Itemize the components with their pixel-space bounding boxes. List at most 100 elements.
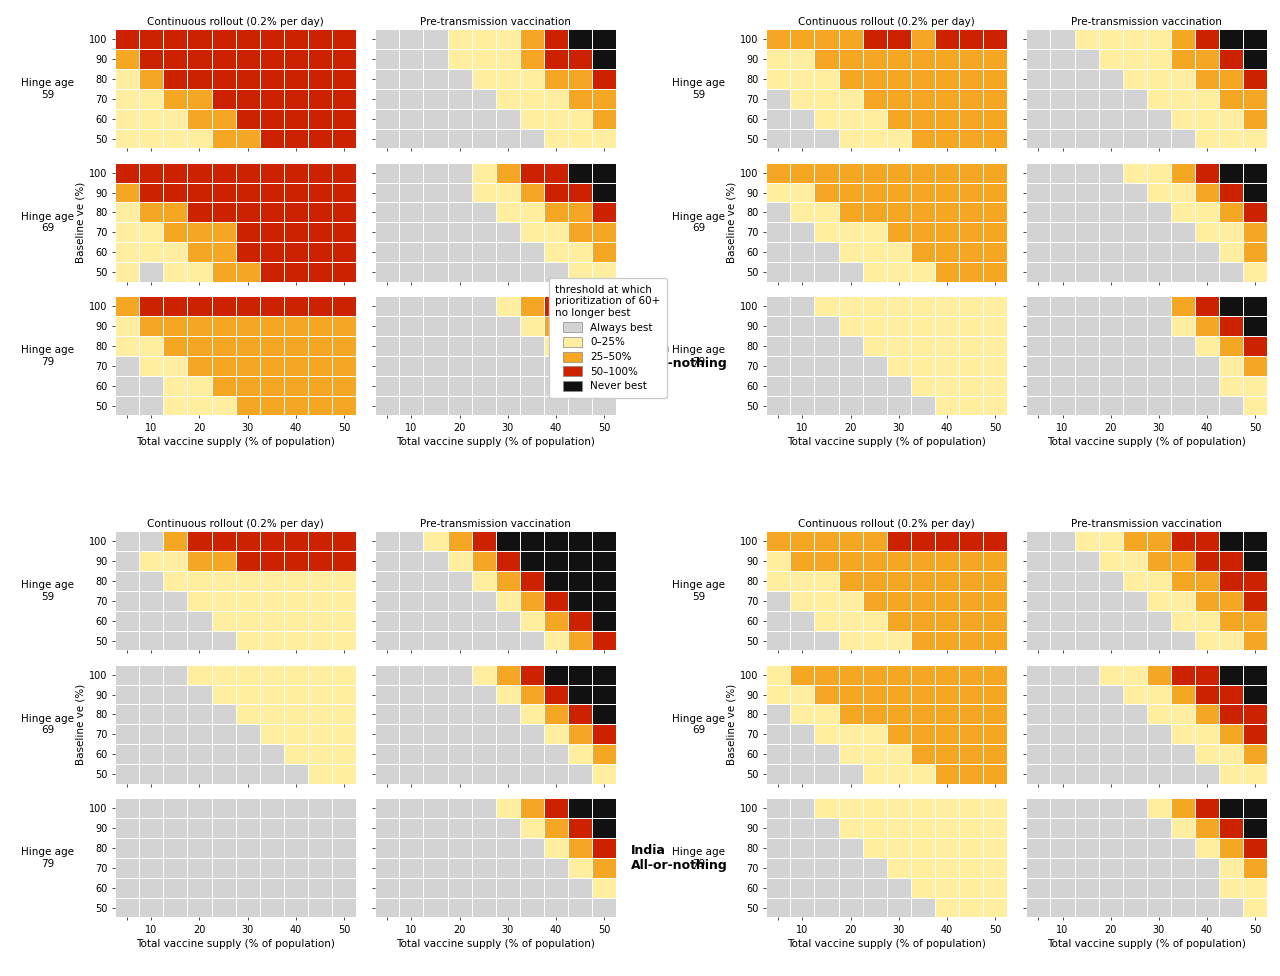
- FancyBboxPatch shape: [495, 183, 520, 202]
- FancyBboxPatch shape: [1243, 611, 1267, 630]
- FancyBboxPatch shape: [1196, 242, 1219, 263]
- FancyBboxPatch shape: [236, 336, 260, 356]
- FancyBboxPatch shape: [887, 705, 911, 724]
- FancyBboxPatch shape: [1147, 356, 1171, 376]
- FancyBboxPatch shape: [544, 630, 568, 650]
- FancyBboxPatch shape: [1219, 684, 1243, 705]
- Y-axis label: Baseline ve (%): Baseline ve (%): [76, 684, 84, 765]
- FancyBboxPatch shape: [1051, 764, 1074, 784]
- FancyBboxPatch shape: [308, 108, 332, 129]
- FancyBboxPatch shape: [959, 89, 983, 108]
- FancyBboxPatch shape: [375, 705, 399, 724]
- FancyBboxPatch shape: [591, 877, 616, 898]
- FancyBboxPatch shape: [791, 877, 814, 898]
- FancyBboxPatch shape: [424, 356, 448, 376]
- FancyBboxPatch shape: [375, 29, 399, 49]
- FancyBboxPatch shape: [448, 297, 471, 316]
- FancyBboxPatch shape: [544, 89, 568, 108]
- FancyBboxPatch shape: [767, 551, 791, 571]
- FancyBboxPatch shape: [791, 611, 814, 630]
- FancyBboxPatch shape: [1027, 297, 1051, 316]
- FancyBboxPatch shape: [767, 630, 791, 650]
- FancyBboxPatch shape: [236, 551, 260, 571]
- FancyBboxPatch shape: [424, 764, 448, 784]
- FancyBboxPatch shape: [260, 49, 284, 69]
- FancyBboxPatch shape: [520, 531, 544, 551]
- FancyBboxPatch shape: [934, 202, 959, 223]
- FancyBboxPatch shape: [1171, 630, 1196, 650]
- FancyBboxPatch shape: [911, 838, 934, 858]
- FancyBboxPatch shape: [424, 297, 448, 316]
- FancyBboxPatch shape: [187, 183, 211, 202]
- FancyBboxPatch shape: [1051, 69, 1074, 89]
- FancyBboxPatch shape: [164, 724, 187, 745]
- FancyBboxPatch shape: [814, 838, 838, 858]
- FancyBboxPatch shape: [471, 316, 495, 336]
- FancyBboxPatch shape: [983, 724, 1007, 745]
- FancyBboxPatch shape: [211, 202, 236, 223]
- FancyBboxPatch shape: [495, 818, 520, 838]
- FancyBboxPatch shape: [1171, 858, 1196, 877]
- FancyBboxPatch shape: [284, 69, 308, 89]
- FancyBboxPatch shape: [448, 108, 471, 129]
- FancyBboxPatch shape: [863, 590, 887, 611]
- FancyBboxPatch shape: [767, 356, 791, 376]
- FancyBboxPatch shape: [520, 49, 544, 69]
- FancyBboxPatch shape: [934, 297, 959, 316]
- FancyBboxPatch shape: [448, 571, 471, 590]
- FancyBboxPatch shape: [332, 395, 356, 416]
- FancyBboxPatch shape: [959, 202, 983, 223]
- FancyBboxPatch shape: [375, 611, 399, 630]
- FancyBboxPatch shape: [471, 590, 495, 611]
- FancyBboxPatch shape: [1196, 798, 1219, 818]
- FancyBboxPatch shape: [838, 684, 863, 705]
- FancyBboxPatch shape: [187, 838, 211, 858]
- FancyBboxPatch shape: [424, 611, 448, 630]
- FancyBboxPatch shape: [1243, 163, 1267, 183]
- FancyBboxPatch shape: [1171, 724, 1196, 745]
- FancyBboxPatch shape: [767, 223, 791, 242]
- FancyBboxPatch shape: [308, 571, 332, 590]
- FancyBboxPatch shape: [187, 336, 211, 356]
- FancyBboxPatch shape: [187, 858, 211, 877]
- FancyBboxPatch shape: [814, 356, 838, 376]
- FancyBboxPatch shape: [791, 571, 814, 590]
- FancyBboxPatch shape: [838, 29, 863, 49]
- FancyBboxPatch shape: [140, 29, 164, 49]
- FancyBboxPatch shape: [911, 858, 934, 877]
- FancyBboxPatch shape: [399, 898, 424, 917]
- FancyBboxPatch shape: [983, 818, 1007, 838]
- Text: India
All-or-nothing: India All-or-nothing: [631, 844, 727, 872]
- FancyBboxPatch shape: [308, 29, 332, 49]
- FancyBboxPatch shape: [1243, 202, 1267, 223]
- FancyBboxPatch shape: [211, 183, 236, 202]
- FancyBboxPatch shape: [591, 242, 616, 263]
- FancyBboxPatch shape: [236, 571, 260, 590]
- FancyBboxPatch shape: [1051, 49, 1074, 69]
- FancyBboxPatch shape: [448, 590, 471, 611]
- FancyBboxPatch shape: [236, 395, 260, 416]
- FancyBboxPatch shape: [1027, 69, 1051, 89]
- FancyBboxPatch shape: [471, 376, 495, 395]
- FancyBboxPatch shape: [1171, 202, 1196, 223]
- FancyBboxPatch shape: [814, 29, 838, 49]
- FancyBboxPatch shape: [1147, 764, 1171, 784]
- FancyBboxPatch shape: [164, 858, 187, 877]
- FancyBboxPatch shape: [520, 798, 544, 818]
- FancyBboxPatch shape: [863, 877, 887, 898]
- FancyBboxPatch shape: [1027, 242, 1051, 263]
- FancyBboxPatch shape: [1243, 183, 1267, 202]
- FancyBboxPatch shape: [1147, 242, 1171, 263]
- FancyBboxPatch shape: [308, 49, 332, 69]
- FancyBboxPatch shape: [520, 395, 544, 416]
- FancyBboxPatch shape: [959, 376, 983, 395]
- FancyBboxPatch shape: [1123, 395, 1147, 416]
- FancyBboxPatch shape: [399, 684, 424, 705]
- FancyBboxPatch shape: [1123, 838, 1147, 858]
- FancyBboxPatch shape: [375, 838, 399, 858]
- FancyBboxPatch shape: [236, 49, 260, 69]
- FancyBboxPatch shape: [471, 898, 495, 917]
- FancyBboxPatch shape: [399, 877, 424, 898]
- FancyBboxPatch shape: [863, 49, 887, 69]
- FancyBboxPatch shape: [115, 818, 140, 838]
